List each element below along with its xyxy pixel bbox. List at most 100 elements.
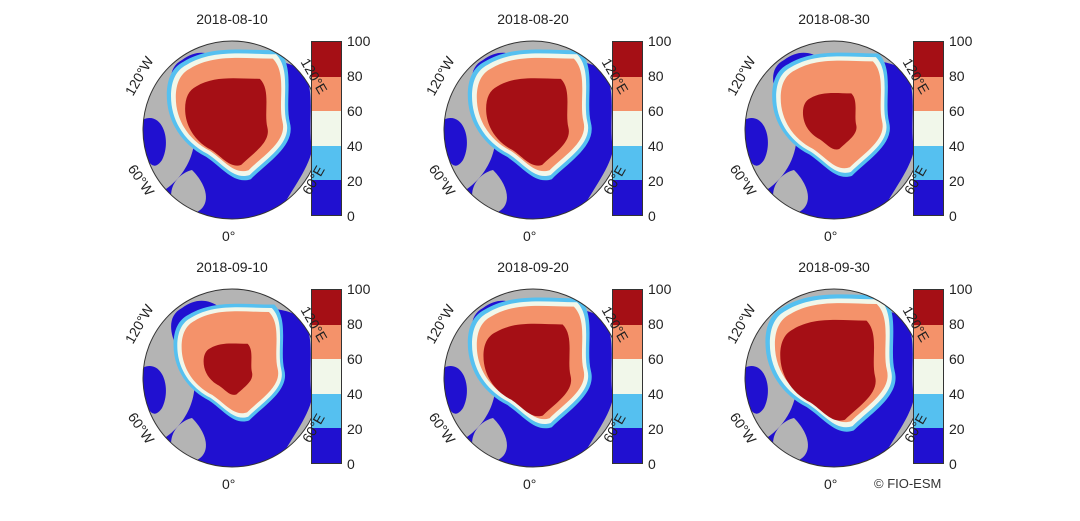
colorbar-segment [312, 76, 341, 112]
colorbar-tick: 0 [949, 208, 957, 224]
colorbar-segment [312, 111, 341, 146]
colorbar-segment [914, 180, 943, 215]
colorbar-tick: 80 [648, 316, 664, 332]
colorbar [311, 41, 342, 216]
ice-80-100 [780, 319, 876, 421]
polar-map [142, 288, 312, 468]
colorbar-tick: 60 [648, 351, 664, 367]
lon-label-0: 0° [523, 228, 537, 244]
colorbar-tick: 60 [648, 103, 664, 119]
ocean [444, 118, 467, 166]
panel-title: 2018-08-30 [798, 11, 870, 27]
colorbar-tick: 100 [347, 33, 371, 49]
colorbar-segment [914, 76, 943, 112]
map-frame [142, 288, 312, 468]
colorbar-tick: 100 [347, 281, 371, 297]
map-frame [443, 288, 613, 468]
colorbar [913, 289, 944, 464]
colorbar-tick: 0 [648, 456, 656, 472]
colorbar-tick: 20 [347, 173, 363, 189]
colorbar-tick: 40 [949, 386, 965, 402]
colorbar-tick: 80 [648, 68, 664, 84]
ice-80-100 [802, 92, 857, 150]
colorbar-segment [613, 42, 642, 77]
panel-title: 2018-09-20 [497, 259, 569, 275]
copyright-label: © FIO-ESM [874, 476, 942, 491]
colorbar-segment [613, 359, 642, 394]
colorbar [311, 289, 342, 464]
colorbar-tick: 100 [949, 281, 973, 297]
panel-title: 2018-08-20 [497, 11, 569, 27]
colorbar-tick: 40 [347, 386, 363, 402]
map-frame [142, 40, 312, 220]
colorbar [612, 41, 643, 216]
ocean [745, 366, 768, 414]
panel-title: 2018-09-30 [798, 259, 870, 275]
ocean [745, 118, 768, 166]
colorbar-tick: 100 [648, 281, 672, 297]
ocean [444, 366, 467, 414]
colorbar-segment [312, 359, 341, 394]
colorbar [612, 289, 643, 464]
colorbar-segment [914, 393, 943, 429]
colorbar-tick: 60 [949, 103, 965, 119]
colorbar [913, 41, 944, 216]
map-frame [744, 288, 914, 468]
ice-80-100 [483, 323, 572, 417]
polar-map [744, 40, 914, 220]
colorbar-tick: 20 [949, 173, 965, 189]
polar-map [142, 40, 312, 220]
colorbar-tick: 60 [949, 351, 965, 367]
colorbar-segment [312, 180, 341, 215]
colorbar-segment [914, 359, 943, 394]
colorbar-segment [914, 290, 943, 325]
polar-map [443, 288, 613, 468]
ocean [143, 366, 166, 414]
colorbar-tick: 40 [648, 138, 664, 154]
colorbar-segment [613, 324, 642, 360]
colorbar-tick: 0 [648, 208, 656, 224]
colorbar-segment [312, 428, 341, 463]
map-frame [744, 40, 914, 220]
map-panel: 2018-09-30 100 80 60 40 20 0 120°W 60°W 120°E… [704, 248, 1004, 498]
colorbar-segment [613, 111, 642, 146]
polar-map [443, 40, 613, 220]
colorbar-segment [312, 324, 341, 360]
map-panel: 2018-08-30 100 80 60 40 20 0 120°W 60°W 120°E… [704, 0, 1004, 250]
colorbar-segment [914, 428, 943, 463]
colorbar-tick: 60 [347, 351, 363, 367]
colorbar-tick: 80 [949, 316, 965, 332]
ice-80-100 [486, 78, 569, 166]
colorbar-segment [312, 393, 341, 429]
panel-title: 2018-08-10 [196, 11, 268, 27]
colorbar-tick: 20 [949, 421, 965, 437]
colorbar-segment [914, 111, 943, 146]
lon-label-0: 0° [824, 228, 838, 244]
colorbar-segment [312, 145, 341, 181]
colorbar-tick: 60 [347, 103, 363, 119]
colorbar-tick: 0 [949, 456, 957, 472]
colorbar-tick: 80 [949, 68, 965, 84]
colorbar-segment [914, 42, 943, 77]
colorbar-tick: 40 [949, 138, 965, 154]
colorbar-tick: 40 [648, 386, 664, 402]
map-panel: 2018-09-10 100 80 60 40 20 0 120°W 60°W 120°E… [102, 248, 402, 498]
colorbar-tick: 40 [347, 138, 363, 154]
colorbar-segment [312, 42, 341, 77]
map-frame [443, 40, 613, 220]
map-panel: 2018-08-10 100 80 60 40 20 0 120°W 60°W 120°E… [102, 0, 402, 250]
colorbar-segment [312, 290, 341, 325]
colorbar-segment [613, 290, 642, 325]
lon-label-0: 0° [222, 476, 236, 492]
ice-80-100 [203, 343, 253, 395]
panel-title: 2018-09-10 [196, 259, 268, 275]
colorbar-tick: 20 [648, 173, 664, 189]
polar-map [744, 288, 914, 468]
colorbar-segment [914, 145, 943, 181]
colorbar-segment [914, 324, 943, 360]
colorbar-segment [613, 76, 642, 112]
map-panel: 2018-09-20 100 80 60 40 20 0 120°W 60°W 120°E… [403, 248, 703, 498]
colorbar-tick: 100 [949, 33, 973, 49]
ocean [143, 118, 166, 166]
colorbar-tick: 100 [648, 33, 672, 49]
